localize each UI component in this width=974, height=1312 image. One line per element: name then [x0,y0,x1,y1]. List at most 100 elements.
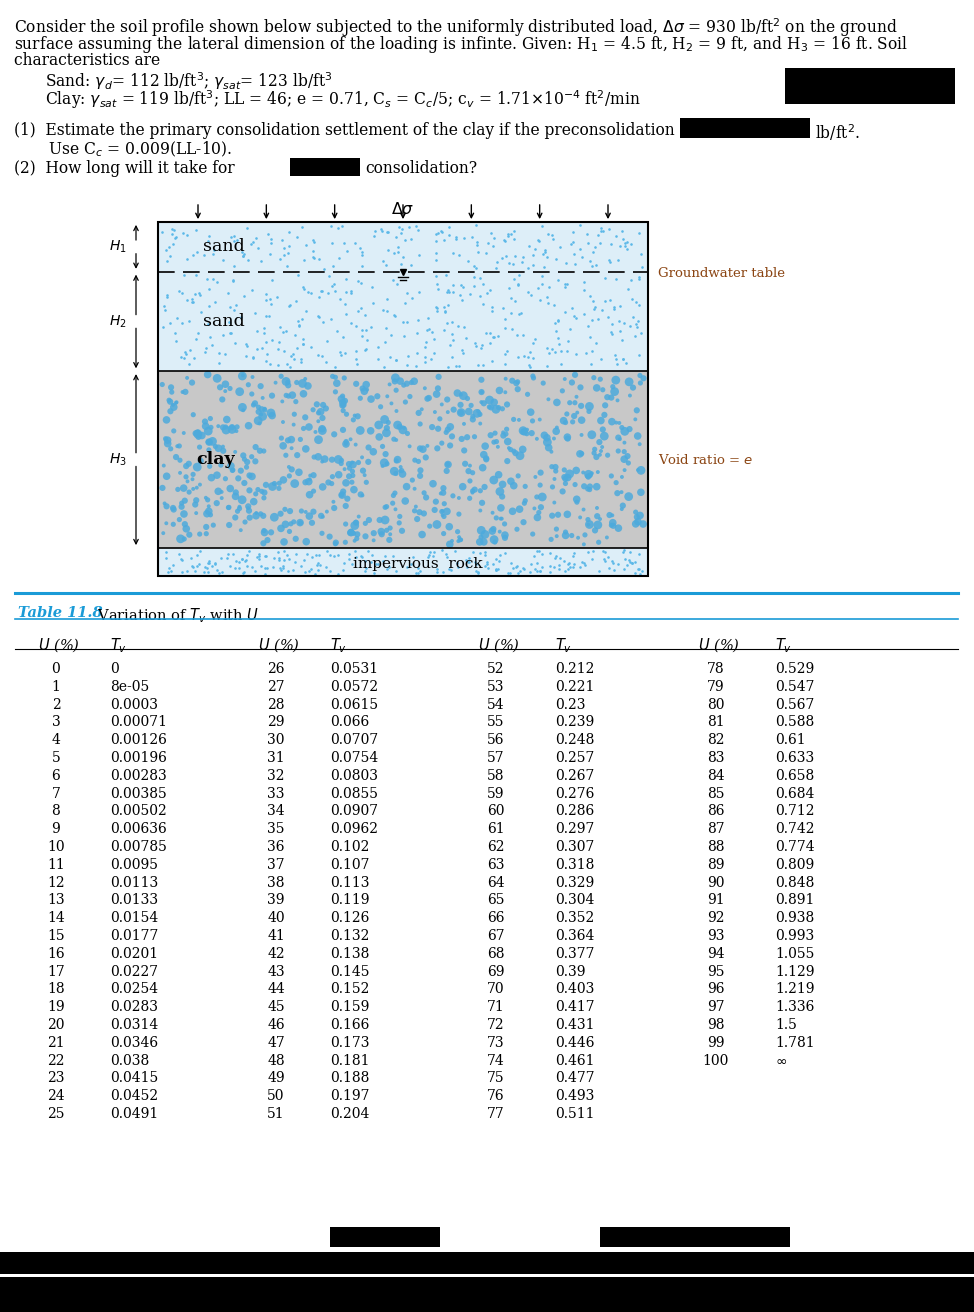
Point [339,269,355,290]
Point [163,245,178,266]
Text: 0.0314: 0.0314 [110,1018,158,1033]
Point [508,373,524,394]
Point [513,303,529,324]
Point [453,529,468,550]
Point [634,323,650,344]
Point [298,235,314,256]
Point [611,441,626,462]
Point [234,548,249,569]
Point [528,239,543,260]
Point [498,543,513,564]
Point [342,543,357,564]
Text: 73: 73 [487,1035,505,1050]
Point [311,248,326,269]
Point [224,417,240,438]
Point [590,308,606,329]
Point [270,338,285,359]
Point [631,345,647,366]
Point [565,556,581,577]
Point [528,467,543,488]
Point [223,323,239,344]
Point [338,304,354,325]
Text: 69: 69 [487,964,505,979]
Point [580,466,595,487]
Point [394,219,410,240]
Point [235,489,250,510]
Text: 0.173: 0.173 [330,1035,369,1050]
Point [270,354,285,375]
Point [384,392,399,413]
Point [600,445,616,466]
Bar [158,222,648,272]
Point [322,544,338,565]
Point [556,467,572,488]
Point [281,294,297,315]
Text: 1.5: 1.5 [775,1018,797,1033]
Point [510,274,526,295]
Point [609,412,624,433]
Point [478,243,494,264]
Point [497,527,512,548]
Point [169,392,184,413]
Point [627,409,643,430]
Point [432,408,448,429]
Point [419,320,434,341]
Point [297,407,313,428]
Point [245,395,261,416]
Point [431,366,446,387]
Point [302,464,318,485]
Point [588,333,604,354]
Point [166,234,181,255]
Text: 0.0491: 0.0491 [110,1107,158,1120]
Point [343,522,358,543]
Point [604,321,619,342]
Point [344,472,359,493]
Point [297,562,313,583]
Point [491,464,506,485]
Point [315,451,330,472]
Point [313,555,328,576]
Point [567,253,582,274]
Point [430,300,445,321]
Point [393,461,409,482]
Point [365,441,381,462]
Text: $U$ (%): $U$ (%) [698,636,740,653]
Point [440,279,456,300]
Point [594,437,610,458]
Point [441,216,457,237]
Point [206,514,221,535]
Text: 0.61: 0.61 [775,733,805,748]
Point [353,484,368,505]
Point [304,546,319,567]
Point [226,270,242,291]
Point [377,546,393,567]
Point [439,501,455,522]
Point [462,547,477,568]
Point [329,320,345,341]
Point [495,474,510,495]
Bar [0,1252,974,1274]
Point [307,231,322,252]
Point [159,542,174,563]
Point [493,508,508,529]
Point [604,314,619,335]
Point [388,499,403,520]
Point [263,289,279,310]
Point [604,466,619,487]
Point [295,333,311,354]
Point [302,505,318,526]
Point [276,550,291,571]
Point [287,474,303,495]
Point [495,298,510,319]
Point [630,425,646,446]
Point [474,492,490,513]
Point [257,400,273,421]
Point [605,551,620,572]
Point [426,474,441,495]
Point [221,497,237,518]
Point [335,560,351,581]
Point [242,508,257,529]
Point [311,446,326,467]
Point [232,382,247,403]
Text: 0.0346: 0.0346 [110,1035,158,1050]
